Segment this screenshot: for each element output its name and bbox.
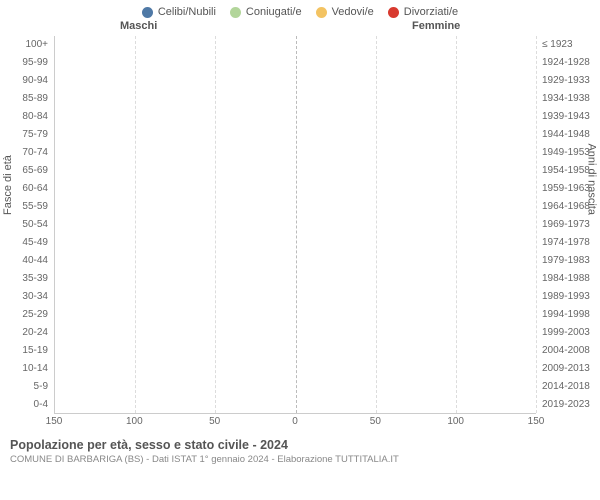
x-axis: 150 100 50 0 50 100 150 [6, 414, 594, 430]
pyramid-row [55, 36, 536, 54]
birth-year-label: 2009-2013 [542, 360, 594, 378]
age-label: 75-79 [6, 126, 48, 144]
pyramid-row [55, 360, 536, 378]
birth-year-label: 1954-1958 [542, 162, 594, 180]
x-tick-label: 150 [46, 416, 63, 427]
legend-swatch [316, 7, 327, 18]
pyramid-row [55, 306, 536, 324]
x-tick-label: 0 [292, 416, 298, 427]
x-tick-label: 150 [528, 416, 545, 427]
birth-year-label: 1924-1928 [542, 54, 594, 72]
legend-swatch [230, 7, 241, 18]
age-label: 55-59 [6, 198, 48, 216]
legend: Celibi/Nubili Coniugati/e Vedovi/e Divorzia… [0, 0, 600, 20]
age-label: 50-54 [6, 216, 48, 234]
age-label: 100+ [6, 36, 48, 54]
birth-year-labels: ≤ 19231924-19281929-19331934-19381939-19… [536, 36, 594, 414]
legend-item: Vedovi/e [316, 6, 374, 18]
pyramid-row [55, 288, 536, 306]
age-labels: 100+95-9990-9485-8980-8475-7970-7465-696… [6, 36, 54, 414]
birth-year-label: 1944-1948 [542, 126, 594, 144]
header-female: Femmine [412, 20, 460, 32]
pyramid-row [55, 252, 536, 270]
pyramid-row [55, 90, 536, 108]
age-label: 40-44 [6, 252, 48, 270]
age-label: 65-69 [6, 162, 48, 180]
birth-year-label: 2019-2023 [542, 396, 594, 414]
birth-year-label: 1994-1998 [542, 306, 594, 324]
birth-year-label: 1929-1933 [542, 72, 594, 90]
age-label: 10-14 [6, 360, 48, 378]
chart-title: Popolazione per età, sesso e stato civil… [10, 438, 590, 452]
age-label: 35-39 [6, 270, 48, 288]
pyramid-row [55, 324, 536, 342]
age-label: 90-94 [6, 72, 48, 90]
pyramid-row [55, 72, 536, 90]
footer: Popolazione per età, sesso e stato civil… [0, 430, 600, 465]
birth-year-label: 1934-1938 [542, 90, 594, 108]
x-tick-label: 50 [209, 416, 220, 427]
x-ticks: 15010050050100150 [54, 414, 536, 430]
pyramid-row [55, 396, 536, 414]
x-tick-label: 50 [370, 416, 381, 427]
age-label: 80-84 [6, 108, 48, 126]
legend-label: Celibi/Nubili [158, 6, 216, 18]
age-label: 15-19 [6, 342, 48, 360]
pyramid-row [55, 198, 536, 216]
birth-year-label: 2014-2018 [542, 378, 594, 396]
plot [54, 36, 536, 414]
age-label: 95-99 [6, 54, 48, 72]
pyramid-row [55, 216, 536, 234]
pyramid-row [55, 162, 536, 180]
pyramid-row [55, 108, 536, 126]
chart-subtitle: COMUNE DI BARBARIGA (BS) - Dati ISTAT 1°… [10, 454, 590, 465]
header-male: Maschi [120, 20, 157, 32]
legend-label: Coniugati/e [246, 6, 302, 18]
pyramid-row [55, 378, 536, 396]
legend-label: Vedovi/e [332, 6, 374, 18]
age-label: 60-64 [6, 180, 48, 198]
birth-year-label: 1959-1963 [542, 180, 594, 198]
age-label: 5-9 [6, 378, 48, 396]
pyramid-row [55, 270, 536, 288]
pyramid-row [55, 180, 536, 198]
birth-year-label: 1964-1968 [542, 198, 594, 216]
age-label: 45-49 [6, 234, 48, 252]
age-label: 20-24 [6, 324, 48, 342]
age-label: 30-34 [6, 288, 48, 306]
bars-container [55, 36, 536, 414]
pyramid-row [55, 144, 536, 162]
chart-area: 100+95-9990-9485-8980-8475-7970-7465-696… [0, 36, 600, 414]
birth-year-label: 1969-1973 [542, 216, 594, 234]
birth-year-label: ≤ 1923 [542, 36, 594, 54]
birth-year-label: 1949-1953 [542, 144, 594, 162]
birth-year-label: 1989-1993 [542, 288, 594, 306]
legend-item: Coniugati/e [230, 6, 302, 18]
x-tick-label: 100 [126, 416, 143, 427]
age-label: 0-4 [6, 396, 48, 414]
age-label: 85-89 [6, 90, 48, 108]
pyramid-row [55, 342, 536, 360]
birth-year-label: 1974-1978 [542, 234, 594, 252]
birth-year-label: 1979-1983 [542, 252, 594, 270]
birth-year-label: 1999-2003 [542, 324, 594, 342]
birth-year-label: 2004-2008 [542, 342, 594, 360]
birth-year-label: 1984-1988 [542, 270, 594, 288]
x-tick-label: 100 [447, 416, 464, 427]
birth-year-label: 1939-1943 [542, 108, 594, 126]
legend-swatch [388, 7, 399, 18]
legend-item: Divorziati/e [388, 6, 458, 18]
pyramid-row [55, 234, 536, 252]
legend-label: Divorziati/e [404, 6, 458, 18]
age-label: 70-74 [6, 144, 48, 162]
age-label: 25-29 [6, 306, 48, 324]
pyramid-row [55, 126, 536, 144]
gender-headers: Maschi Femmine [0, 20, 600, 36]
legend-item: Celibi/Nubili [142, 6, 216, 18]
legend-swatch [142, 7, 153, 18]
pyramid-row [55, 54, 536, 72]
